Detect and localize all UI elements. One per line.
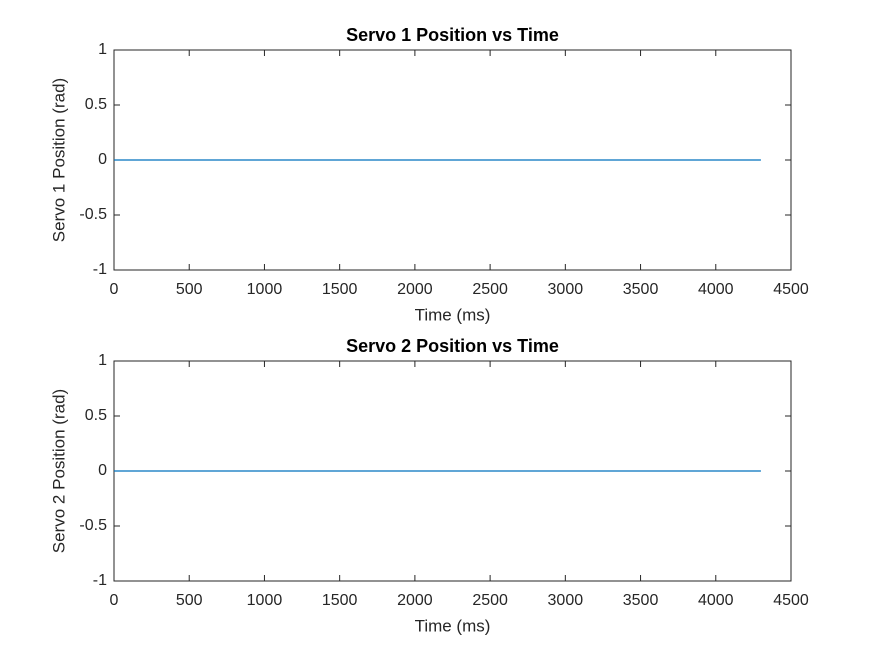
- y-axis-label: Servo 1 Position (rad): [49, 78, 68, 242]
- x-tick-label: 4000: [698, 592, 734, 609]
- x-tick-label: 2500: [472, 281, 508, 298]
- x-tick-label: 1500: [322, 592, 358, 609]
- x-tick-label: 3500: [623, 281, 659, 298]
- x-tick-label: 2500: [472, 592, 508, 609]
- x-tick-label: 2000: [397, 592, 433, 609]
- y-tick-label: 0: [98, 462, 107, 479]
- y-tick-label: 0.5: [85, 407, 107, 424]
- x-tick-label: 0: [110, 592, 119, 609]
- y-tick-label: -1: [93, 261, 107, 278]
- x-tick-label: 1000: [247, 592, 283, 609]
- x-tick-label: 3500: [623, 592, 659, 609]
- y-tick-label: -1: [93, 572, 107, 589]
- x-tick-label: 4500: [773, 281, 809, 298]
- x-tick-label: 2000: [397, 281, 433, 298]
- y-axis-label: Servo 2 Position (rad): [49, 389, 68, 553]
- y-tick-label: 0.5: [85, 96, 107, 113]
- x-axis-label: Time (ms): [415, 305, 491, 324]
- chart-title: Servo 1 Position vs Time: [346, 25, 559, 45]
- x-tick-label: 3000: [548, 281, 584, 298]
- y-tick-label: 0: [98, 151, 107, 168]
- x-tick-label: 500: [176, 281, 203, 298]
- x-tick-label: 4000: [698, 281, 734, 298]
- x-tick-label: 4500: [773, 592, 809, 609]
- x-tick-label: 500: [176, 592, 203, 609]
- y-tick-label: -0.5: [79, 206, 107, 223]
- chart-title: Servo 2 Position vs Time: [346, 336, 559, 356]
- x-tick-label: 3000: [548, 592, 584, 609]
- x-axis-label: Time (ms): [415, 616, 491, 635]
- x-tick-label: 1500: [322, 281, 358, 298]
- x-tick-label: 1000: [247, 281, 283, 298]
- y-tick-label: 1: [98, 41, 107, 58]
- y-tick-label: 1: [98, 352, 107, 369]
- x-tick-label: 0: [110, 281, 119, 298]
- y-tick-label: -0.5: [79, 517, 107, 534]
